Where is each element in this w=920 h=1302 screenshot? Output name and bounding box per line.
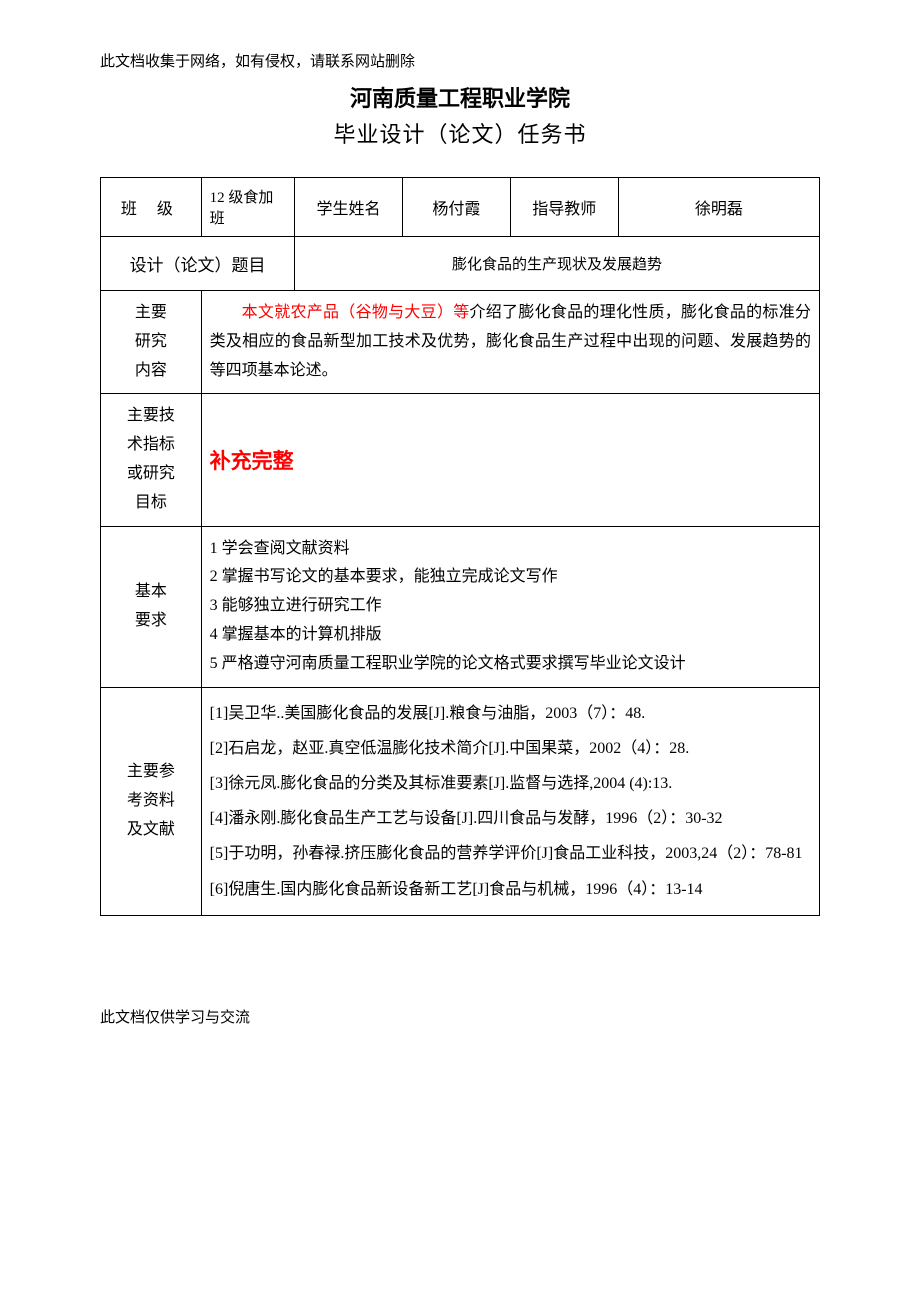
value-class: 12 级食加班 [201, 178, 294, 237]
value-thesis-title: 膨化食品的生产现状及发展趋势 [295, 237, 820, 291]
institution-title: 河南质量工程职业学院 [100, 81, 820, 113]
label-thesis-title: 设计（论文）题目 [101, 237, 295, 291]
list-item: 1 学会查阅文献资料 [210, 535, 811, 564]
table-row: 主要 研究 内容 本文就农产品（谷物与大豆）等介绍了膨化食品的理化性质，膨化食品… [101, 291, 820, 394]
value-references: [1]吴卫华..美国膨化食品的发展[J].粮食与油脂，2003（7）：48. [… [201, 687, 819, 915]
research-content-highlight: 本文就农产品（谷物与大豆）等 [242, 304, 470, 321]
table-row: 主要技 术指标 或研究 目标 补充完整 [101, 394, 820, 526]
label-research-content: 主要 研究 内容 [101, 291, 202, 394]
label-class: 班 级 [101, 178, 202, 237]
label-advisor: 指导教师 [510, 178, 618, 237]
value-student: 杨付霞 [402, 178, 510, 237]
label-tech-target: 主要技 术指标 或研究 目标 [101, 394, 202, 526]
list-item: [2]石启龙，赵亚.真空低温膨化技术简介[J].中国果菜，2002（4）：28. [210, 731, 811, 766]
table-row: 主要参 考资料 及文献 [1]吴卫华..美国膨化食品的发展[J].粮食与油脂，2… [101, 687, 820, 915]
document-title: 毕业设计（论文）任务书 [100, 117, 820, 149]
list-item: [6]倪唐生.国内膨化食品新设备新工艺[J]食品与机械，1996（4）：13-1… [210, 872, 811, 907]
header-note: 此文档收集于网络，如有侵权，请联系网站删除 [100, 50, 820, 71]
list-item: [5]于功明，孙春禄.挤压膨化食品的营养学评价[J]食品工业科技，2003,24… [210, 836, 811, 871]
table-row: 班 级 12 级食加班 学生姓名 杨付霞 指导教师 徐明磊 [101, 178, 820, 237]
label-basic-req: 基本 要求 [101, 526, 202, 687]
value-basic-req: 1 学会查阅文献资料 2 掌握书写论文的基本要求，能独立完成论文写作 3 能够独… [201, 526, 819, 687]
tech-target-text: 补充完整 [210, 449, 294, 473]
list-item: 5 严格遵守河南质量工程职业学院的论文格式要求撰写毕业论文设计 [210, 650, 811, 679]
label-references: 主要参 考资料 及文献 [101, 687, 202, 915]
task-form-table: 班 级 12 级食加班 学生姓名 杨付霞 指导教师 徐明磊 设计（论文）题目 膨… [100, 177, 820, 916]
list-item: [1]吴卫华..美国膨化食品的发展[J].粮食与油脂，2003（7）：48. [210, 696, 811, 731]
list-item: 3 能够独立进行研究工作 [210, 592, 811, 621]
value-research-content: 本文就农产品（谷物与大豆）等介绍了膨化食品的理化性质，膨化食品的标准分类及相应的… [201, 291, 819, 394]
list-item: [4]潘永刚.膨化食品生产工艺与设备[J].四川食品与发酵，1996（2）：30… [210, 801, 811, 836]
value-advisor: 徐明磊 [618, 178, 819, 237]
list-item: 2 掌握书写论文的基本要求，能独立完成论文写作 [210, 563, 811, 592]
value-tech-target: 补充完整 [201, 394, 819, 526]
table-row: 设计（论文）题目 膨化食品的生产现状及发展趋势 [101, 237, 820, 291]
footer-note: 此文档仅供学习与交流 [100, 1006, 820, 1027]
list-item: 4 掌握基本的计算机排版 [210, 621, 811, 650]
label-student: 学生姓名 [295, 178, 403, 237]
table-row: 基本 要求 1 学会查阅文献资料 2 掌握书写论文的基本要求，能独立完成论文写作… [101, 526, 820, 687]
list-item: [3]徐元凤.膨化食品的分类及其标准要素[J].监督与选择,2004 (4):1… [210, 766, 811, 801]
